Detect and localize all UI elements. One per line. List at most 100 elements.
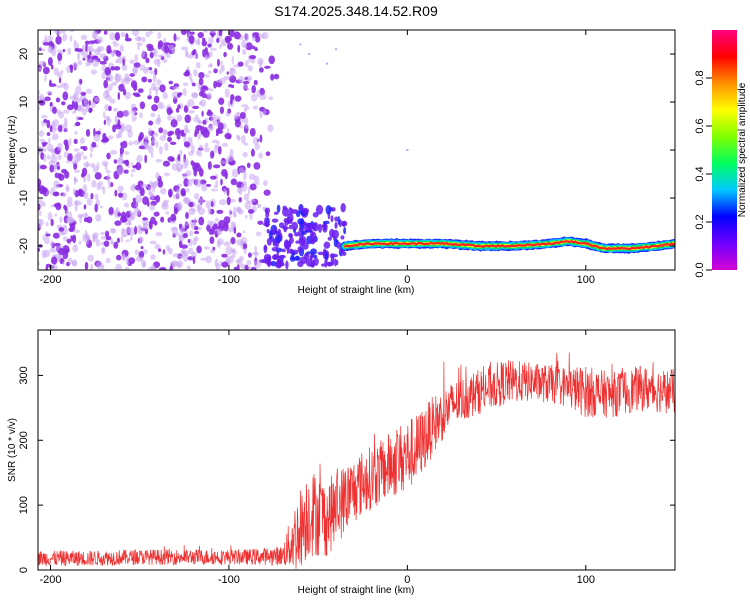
noise-blob [150, 112, 156, 118]
noise-blob [91, 179, 97, 188]
noise-blob [224, 88, 230, 98]
noise-blob [119, 146, 125, 155]
noise-blob [41, 249, 47, 259]
noise-blob [198, 168, 204, 177]
noise-blob [71, 160, 79, 165]
noise-blob [66, 261, 70, 267]
noise-blob [157, 248, 162, 252]
noise-blob [146, 200, 150, 207]
noise-blob [167, 136, 172, 143]
colorbar-tick-label: 0.6 [694, 118, 706, 133]
noise-blob [251, 45, 256, 50]
noise-blob [86, 197, 93, 206]
noise-blob [223, 188, 226, 195]
transition-blob [323, 241, 331, 249]
transition-blob [275, 240, 279, 249]
noise-blob [180, 30, 188, 36]
noise-blob [207, 37, 214, 44]
noise-blob [243, 247, 247, 255]
transition-blob [297, 246, 303, 253]
noise-blob [73, 176, 77, 186]
noise-blob [210, 175, 217, 180]
noise-blob [242, 151, 248, 158]
noise-blob [191, 251, 197, 260]
noise-blob [38, 185, 46, 195]
noise-blob [151, 104, 159, 112]
noise-blob [215, 262, 220, 270]
noise-blob [191, 82, 196, 87]
noise-blob [51, 120, 56, 127]
noise-blob [253, 79, 258, 86]
noise-blob [223, 222, 229, 232]
noise-blob [209, 236, 215, 244]
noise-blob [57, 154, 62, 160]
noise-blob [46, 132, 51, 137]
noise-blob [253, 260, 261, 269]
noise-blob [134, 54, 139, 62]
x-tick-label: 100 [577, 574, 595, 586]
noise-blob [180, 244, 188, 249]
noise-blob [47, 212, 53, 221]
noise-blob [55, 35, 62, 45]
noise-blob [92, 58, 100, 68]
noise-blob [122, 58, 125, 67]
noise-blob [197, 198, 205, 205]
noise-blob [226, 71, 230, 75]
noise-blob [229, 148, 234, 157]
colorbar-ticks: 0.0 0.2 0.4 0.6 0.8 [694, 70, 712, 278]
noise-blob [134, 184, 142, 191]
snr-y-axis: 0 100 200 300 [18, 366, 675, 573]
noise-blob [180, 46, 189, 51]
noise-blob [218, 30, 223, 37]
noise-blob [149, 30, 153, 35]
noise-blob [77, 60, 83, 66]
noise-blob [249, 211, 253, 221]
noise-blob [224, 132, 232, 140]
noise-blob [243, 83, 248, 90]
noise-blob [97, 46, 105, 52]
noise-blob [213, 164, 221, 169]
noise-blob [117, 132, 123, 139]
transition-blob [293, 232, 300, 237]
noise-blob [111, 81, 118, 86]
noise-blob [49, 164, 55, 173]
noise-blob [226, 187, 230, 197]
noise-blob [205, 200, 211, 209]
noise-blob [88, 107, 93, 114]
transition-blob [310, 260, 316, 268]
transition-blob [340, 235, 345, 240]
noise-blob [70, 30, 75, 33]
noise-blob [229, 75, 237, 83]
noise-blob [115, 59, 120, 64]
noise-blob [243, 117, 249, 125]
noise-blob [50, 64, 54, 70]
transition-blob [273, 211, 279, 215]
noise-blob [185, 170, 192, 177]
noise-blob [207, 220, 213, 226]
transition-blob [271, 218, 279, 223]
noise-blob [58, 77, 62, 84]
noise-blob [106, 173, 111, 183]
noise-blob [138, 64, 147, 71]
noise-blob [167, 188, 173, 197]
transition-blob [310, 231, 317, 242]
noise-blob [70, 222, 76, 231]
transition-blob [295, 240, 301, 244]
noise-blob [124, 77, 131, 85]
noise-blob [191, 50, 196, 56]
noise-blob [194, 230, 200, 235]
noise-blob [184, 124, 189, 133]
noise-blob [158, 267, 167, 270]
noise-blob [41, 114, 48, 119]
transition-blob [281, 248, 286, 253]
noise-blob [169, 44, 175, 51]
noise-blob [130, 109, 137, 115]
noise-blob [67, 153, 73, 162]
transition-blob [327, 236, 332, 241]
noise-blob [167, 114, 172, 121]
noise-blob [130, 103, 137, 109]
noise-blob [39, 93, 45, 101]
noise-blob [200, 257, 208, 261]
noise-speck [299, 43, 302, 46]
noise-blob [59, 216, 63, 224]
